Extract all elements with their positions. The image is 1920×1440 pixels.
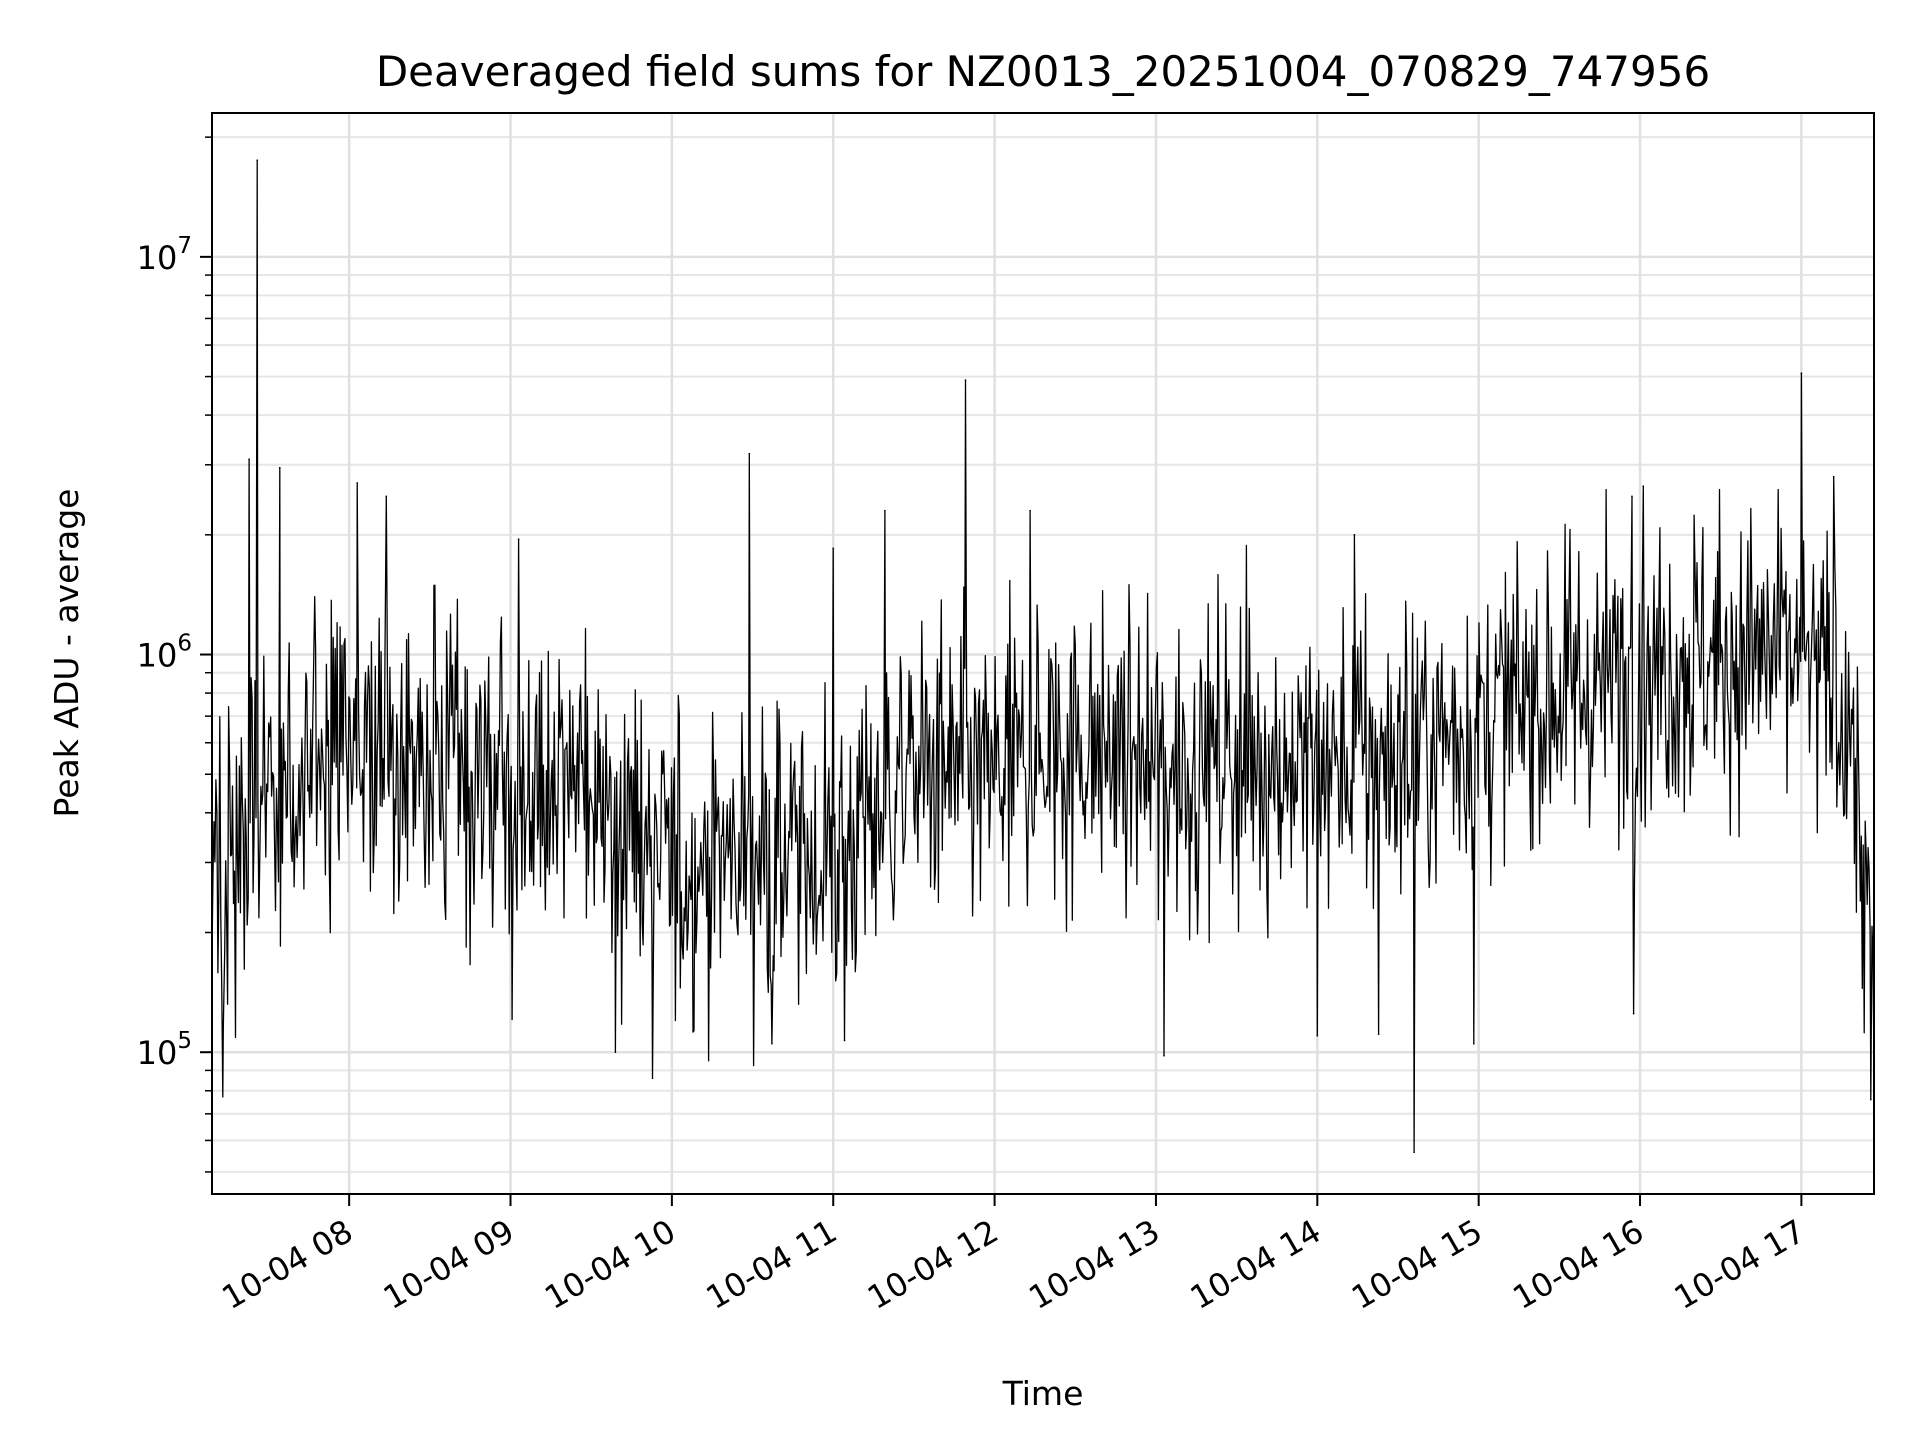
data-point [1632,1012,1635,1015]
data-point [1869,1098,1872,1101]
plot-frame [211,112,1875,1195]
y-tick-label: 107 [137,233,192,277]
y-axis-label: Peak ADU - average [47,489,86,818]
data-point [1642,485,1645,488]
data-point [843,1039,846,1042]
data-point [248,458,250,460]
data-point [356,482,359,484]
data-point [1316,1034,1319,1037]
data-point [1353,534,1356,536]
y-tick-label: 105 [137,1028,192,1072]
data-point [748,452,751,455]
data-point [1029,509,1031,512]
chart-title: Deaveraged field sums for NZ0013_2025100… [376,47,1710,96]
data-point [651,1077,654,1080]
data-point [964,379,967,381]
data-point [771,1042,773,1045]
data-point [256,159,258,162]
data-point [385,495,388,498]
data-point [1377,1033,1380,1035]
data-point [278,466,281,469]
y-tick-label: 106 [137,631,192,675]
data-point [832,547,835,550]
data-point [517,538,520,540]
data-point [1631,495,1633,498]
data-point [222,1027,225,1029]
data-point [1832,475,1835,478]
data-series [211,159,1875,1154]
data-point [1413,1151,1415,1154]
data-point [614,1051,617,1054]
data-point [1163,1054,1165,1057]
data-point [1473,1042,1475,1045]
data-point [884,509,886,512]
series-line [211,159,1875,1153]
data-point [1800,372,1803,374]
x-axis-label: Time [1002,1374,1084,1413]
